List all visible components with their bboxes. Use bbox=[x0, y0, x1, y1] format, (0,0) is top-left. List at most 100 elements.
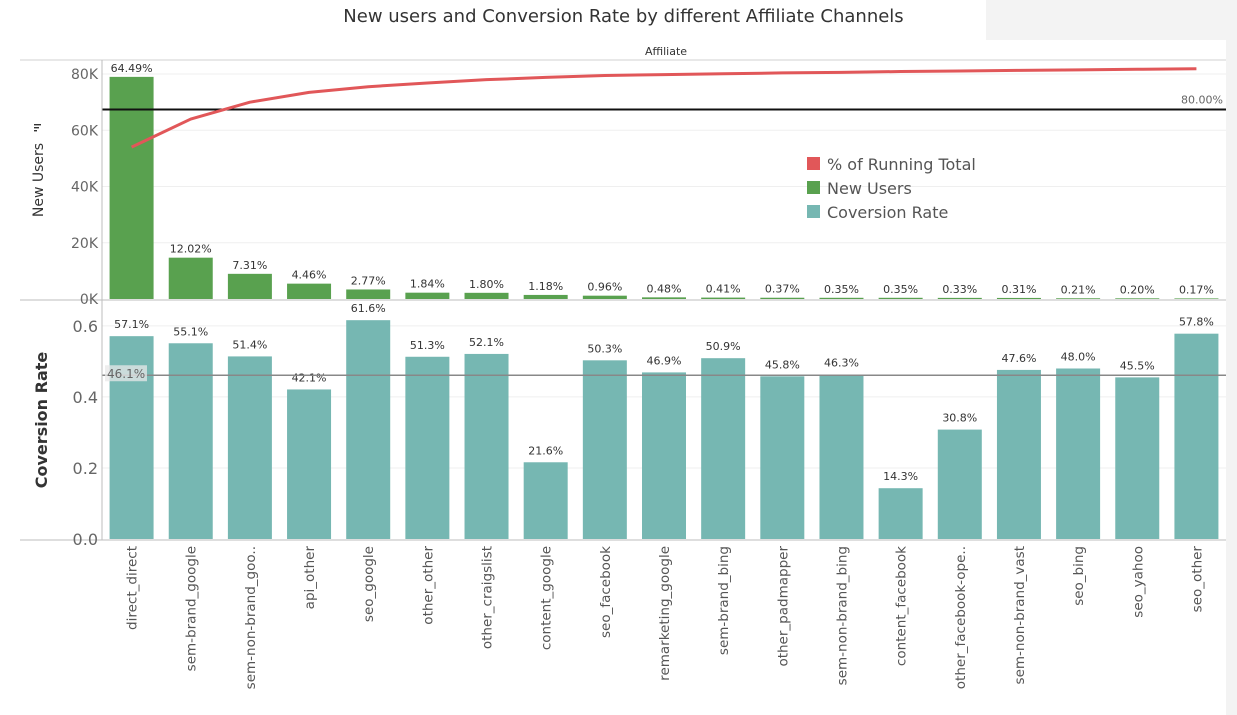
conversion-data-label: 50.9% bbox=[706, 340, 741, 353]
new-users-data-label: 64.49% bbox=[111, 62, 153, 75]
x-category-label: other_other bbox=[420, 546, 436, 625]
new-users-bar bbox=[937, 297, 982, 299]
conversion-bar bbox=[287, 389, 332, 539]
new-users-bar bbox=[109, 76, 154, 299]
category-labels: direct_direct sem-brand_google sem-non-bra… bbox=[125, 546, 1206, 690]
background-panel bbox=[986, 0, 1237, 40]
x-category-label: content_facebook bbox=[894, 546, 910, 666]
new-users-data-label: 1.84% bbox=[410, 278, 445, 291]
new-users-data-label: 0.17% bbox=[1179, 283, 1214, 296]
x-category-label: other_facebook-ope.. bbox=[953, 546, 969, 689]
x-category-label: seo_yahoo bbox=[1130, 546, 1146, 618]
new-users-data-label: 0.48% bbox=[647, 282, 682, 295]
new-users-data-label: 0.37% bbox=[765, 283, 800, 296]
conversion-bar bbox=[582, 360, 627, 539]
new-users-data-label: 4.46% bbox=[292, 269, 327, 282]
y-tick-label: 0.2 bbox=[73, 459, 98, 478]
new-users-bar bbox=[227, 273, 272, 299]
y-axis-title: Coversion Rate bbox=[32, 352, 51, 489]
y-tick-label: 0.6 bbox=[73, 317, 98, 336]
legend-swatch bbox=[807, 181, 820, 194]
conversion-data-label: 50.3% bbox=[587, 342, 622, 355]
x-category-label: direct_direct bbox=[125, 546, 141, 630]
x-category-label: other_padmapper bbox=[775, 546, 791, 667]
new-users-data-label: 0.31% bbox=[1001, 283, 1036, 296]
conversion-bar bbox=[523, 462, 568, 539]
x-category-label: sem-brand_bing bbox=[716, 546, 732, 655]
reference-label-bg bbox=[105, 365, 147, 382]
legend-swatch bbox=[807, 157, 820, 170]
conversion-data-label: 57.8% bbox=[1179, 316, 1214, 329]
y-tick-label: 0.0 bbox=[73, 530, 98, 549]
conversion-data-label: 51.3% bbox=[410, 339, 445, 352]
new-users-bar bbox=[642, 297, 686, 299]
conversion-data-label: 42.1% bbox=[292, 371, 327, 384]
new-users-bar bbox=[346, 289, 391, 299]
conversion-bar bbox=[937, 429, 982, 539]
new-users-reference-line: 80.00% bbox=[102, 93, 1226, 111]
conversion-bar bbox=[819, 374, 864, 539]
legend: % of Running Total New Users Coversion Rat… bbox=[807, 155, 976, 222]
conversion-data-label: 21.6% bbox=[528, 444, 563, 457]
new-users-bar bbox=[168, 257, 213, 299]
conversion-data-label: 48.0% bbox=[1061, 350, 1096, 363]
x-category-label: other_craigslist bbox=[480, 546, 496, 649]
y-tick-label: 60K bbox=[71, 123, 99, 139]
x-category-label: remarketing_google bbox=[657, 546, 673, 681]
conversion-bar bbox=[760, 376, 805, 539]
sort-icon bbox=[34, 124, 41, 132]
new-users-data-label: 0.20% bbox=[1120, 283, 1155, 296]
x-category-label: seo_other bbox=[1189, 546, 1205, 613]
new-users-data-label: 1.80% bbox=[469, 278, 504, 291]
conversion-data-label: 52.1% bbox=[469, 336, 504, 349]
conversion-data-label: 57.1% bbox=[114, 318, 149, 331]
conversion-data-label: 14.3% bbox=[883, 470, 918, 483]
conversion-bar bbox=[996, 369, 1041, 539]
chart-title: New users and Conversion Rate by differe… bbox=[343, 6, 904, 27]
conversion-data-label: 45.8% bbox=[765, 358, 800, 371]
conversion-bar bbox=[168, 343, 213, 539]
conversion-bar bbox=[1174, 333, 1219, 539]
new-users-bar bbox=[760, 297, 805, 299]
y-tick-label: 20K bbox=[71, 236, 99, 252]
new-users-bar bbox=[582, 295, 627, 299]
new-users-data-label: 0.21% bbox=[1061, 283, 1096, 296]
running-total-line bbox=[130, 67, 1197, 149]
y-axis-title: New Users bbox=[31, 143, 47, 217]
new-users-data-label: 1.18% bbox=[528, 280, 563, 293]
new-users-data-label: 0.33% bbox=[942, 283, 977, 296]
new-users-bar bbox=[701, 297, 746, 299]
column-header: Affiliate bbox=[645, 45, 687, 58]
x-category-label: api_other bbox=[302, 546, 318, 610]
y-tick-label: 40K bbox=[71, 180, 99, 196]
new-users-data-label: 2.77% bbox=[351, 274, 386, 287]
new-users-bar bbox=[523, 294, 568, 299]
background-panel-edge bbox=[1226, 40, 1237, 715]
new-users-bars: 64.49% 12.02% 7.31% 4.46% 2.77% 1.84% 1.80% 1.1… bbox=[109, 62, 1219, 299]
conversion-data-label: 47.6% bbox=[1001, 352, 1036, 365]
x-category-label: content_google bbox=[539, 546, 555, 650]
x-category-label: sem-brand_google bbox=[184, 546, 200, 671]
new-users-bar bbox=[1174, 298, 1219, 299]
x-category-label: seo_bing bbox=[1071, 546, 1087, 606]
x-category-label: sem-non-brand_goo.. bbox=[243, 546, 259, 689]
new-users-data-label: 7.31% bbox=[232, 259, 267, 272]
x-category-label: seo_facebook bbox=[598, 546, 614, 638]
legend-swatch bbox=[807, 205, 820, 218]
conversion-bar bbox=[878, 488, 923, 539]
conversion-data-label: 51.4% bbox=[232, 338, 267, 351]
axes: 0K 20K 40K 60K 80K 0.0 0.2 0.4 0.6 New Users Cover… bbox=[20, 59, 1226, 549]
reference-line-label: 46.1% bbox=[107, 367, 145, 381]
conversion-data-label: 45.5% bbox=[1120, 359, 1155, 372]
conversion-data-label: 46.9% bbox=[647, 354, 682, 367]
sort-icon-bar bbox=[34, 130, 37, 132]
conversion-data-label: 30.8% bbox=[942, 412, 977, 425]
legend-label: Coversion Rate bbox=[827, 203, 948, 222]
conversion-reference-line: 46.1% bbox=[102, 365, 1226, 382]
conversion-bars: 57.1% 55.1% 51.4% 42.1% 61.6% 51.3% 52.1% 21.6%… bbox=[109, 302, 1219, 539]
conversion-bar bbox=[1115, 377, 1160, 539]
x-category-label: sem-non-brand_vast bbox=[1012, 546, 1028, 684]
y-tick-label: 0K bbox=[80, 292, 99, 308]
x-category-label: seo_google bbox=[361, 546, 377, 622]
